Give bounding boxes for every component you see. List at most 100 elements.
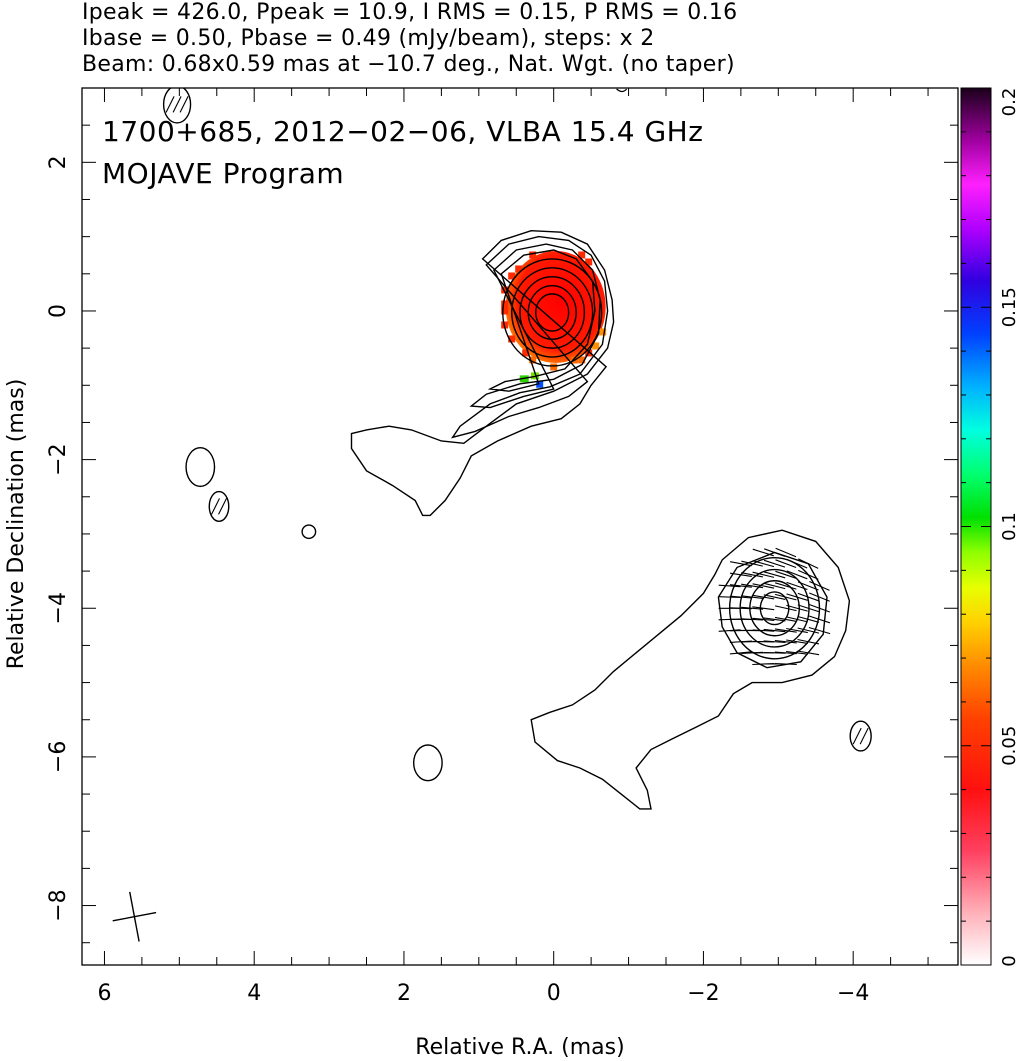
evpa-tick <box>752 617 775 622</box>
contour-island <box>185 447 216 488</box>
evpa-tick <box>797 650 820 656</box>
contour-island <box>616 88 628 93</box>
polarization-pixel <box>536 380 544 388</box>
polarization-core-pixels <box>501 250 607 388</box>
evpa-tick <box>786 581 808 591</box>
x-axis-label: Relative R.A. (mas) <box>415 1035 624 1060</box>
evpa-tick <box>763 640 786 644</box>
evpa-tick <box>852 727 862 745</box>
evpa-tick <box>797 638 820 645</box>
polarization-pixel <box>599 328 607 336</box>
contour-level-5 <box>502 258 603 367</box>
evpa-tick <box>172 96 182 113</box>
x-tick-label: −2 <box>687 981 719 1006</box>
header-line-1: Ipeak = 426.0, Ppeak = 10.9, I RMS = 0.1… <box>82 0 738 25</box>
y-axis-label: Relative Declination (mas) <box>4 379 29 670</box>
evpa-tick <box>775 570 797 579</box>
evpa-tick <box>752 548 774 557</box>
contour-island <box>412 744 443 782</box>
polarization-pixel <box>501 286 509 294</box>
contour-level-9 <box>535 293 570 332</box>
y-tick-label: −4 <box>46 592 71 624</box>
y-tick-label: 0 <box>46 304 71 318</box>
evpa-tick <box>786 627 808 634</box>
evpa-tick <box>809 603 830 613</box>
evpa-tick <box>763 594 786 600</box>
polarization-pixel <box>515 265 523 273</box>
evpa-tick <box>786 650 808 655</box>
evpa-tick <box>752 606 775 611</box>
evpa-tick <box>774 605 797 612</box>
evpa-tick <box>775 559 797 569</box>
contour-level-1 <box>350 229 615 517</box>
component-contour-level-1 <box>530 529 851 810</box>
contour-level-7 <box>519 276 586 349</box>
y-tick-label: −8 <box>46 889 71 921</box>
x-tick-label: 4 <box>247 981 261 1006</box>
evpa-tick <box>774 593 797 601</box>
contour-island <box>849 720 872 752</box>
contour-island <box>208 490 230 522</box>
evpa-tick <box>718 629 741 632</box>
evpa-tick <box>763 617 786 622</box>
contour-level-3 <box>469 243 601 409</box>
evpa-tick <box>774 639 797 644</box>
evpa-tick <box>729 561 752 567</box>
evpa-tick <box>741 560 763 567</box>
colorbar-tick-label: 0.1 <box>999 512 1020 541</box>
y-tick-label: 2 <box>46 155 71 169</box>
contour-level-4 <box>487 249 596 392</box>
polarization-pixel <box>529 251 537 259</box>
chart-title: 1700+685, 2012−02−06, VLBA 15.4 GHz <box>102 115 703 148</box>
evpa-tick <box>218 498 228 515</box>
evpa-tick <box>797 592 819 602</box>
evpa-tick <box>786 558 808 569</box>
evpa-tick <box>741 606 764 610</box>
map-layer <box>112 88 872 942</box>
evpa-tick <box>774 651 797 655</box>
component-contour-level-2 <box>717 551 828 669</box>
x-tick-label: −4 <box>837 981 869 1006</box>
evpa-tick <box>729 572 752 577</box>
evpa-tick <box>718 596 741 599</box>
polarization-pixel <box>550 363 558 371</box>
evpa-vectors <box>718 547 831 666</box>
header-line-2: Ibase = 0.50, Pbase = 0.49 (mJy/beam), s… <box>82 26 655 51</box>
contour-island <box>162 88 192 124</box>
evpa-tick <box>809 592 830 602</box>
colorbar-tick-label: 0.05 <box>999 726 1020 766</box>
polarization-core-blob <box>505 250 606 363</box>
polarization-pixel <box>508 272 516 280</box>
chart-subtitle: MOJAVE Program <box>102 157 344 190</box>
evpa-tick <box>774 628 797 633</box>
beam-minor-axis <box>112 911 157 922</box>
evpa-tick <box>786 570 808 580</box>
evpa-tick <box>808 615 831 624</box>
evpa-tick <box>763 571 786 579</box>
polarization-pixel <box>522 349 530 357</box>
evpa-tick <box>729 584 752 588</box>
evpa-tick <box>797 569 819 580</box>
polarization-pixel <box>501 300 509 308</box>
evpa-tick <box>763 559 786 568</box>
axes-layer: 6 4 2 0 −2 −4 2 0 −2 −4 −6 −8 <box>46 87 958 1006</box>
plot-frame <box>81 87 959 966</box>
evpa-tick <box>797 615 820 623</box>
x-tick-label: 2 <box>397 981 411 1006</box>
evpa-tick <box>764 548 786 557</box>
evpa-tick <box>763 582 786 590</box>
contour-level-8 <box>527 284 577 340</box>
contour-level-6 <box>511 267 594 358</box>
evpa-tick <box>179 96 189 113</box>
evpa-tick <box>729 651 752 655</box>
colorbar-tick-label: 0 <box>999 955 1020 966</box>
evpa-tick <box>165 96 175 113</box>
evpa-tick <box>774 616 797 622</box>
contour-island <box>301 524 317 540</box>
evpa-tick <box>786 593 808 601</box>
header-line-3: Beam: 0.68x0.59 mas at −10.7 deg., Nat. … <box>82 52 735 77</box>
x-tick-label: 0 <box>547 981 561 1006</box>
evpa-tick <box>786 604 808 612</box>
evpa-tick <box>797 604 819 613</box>
